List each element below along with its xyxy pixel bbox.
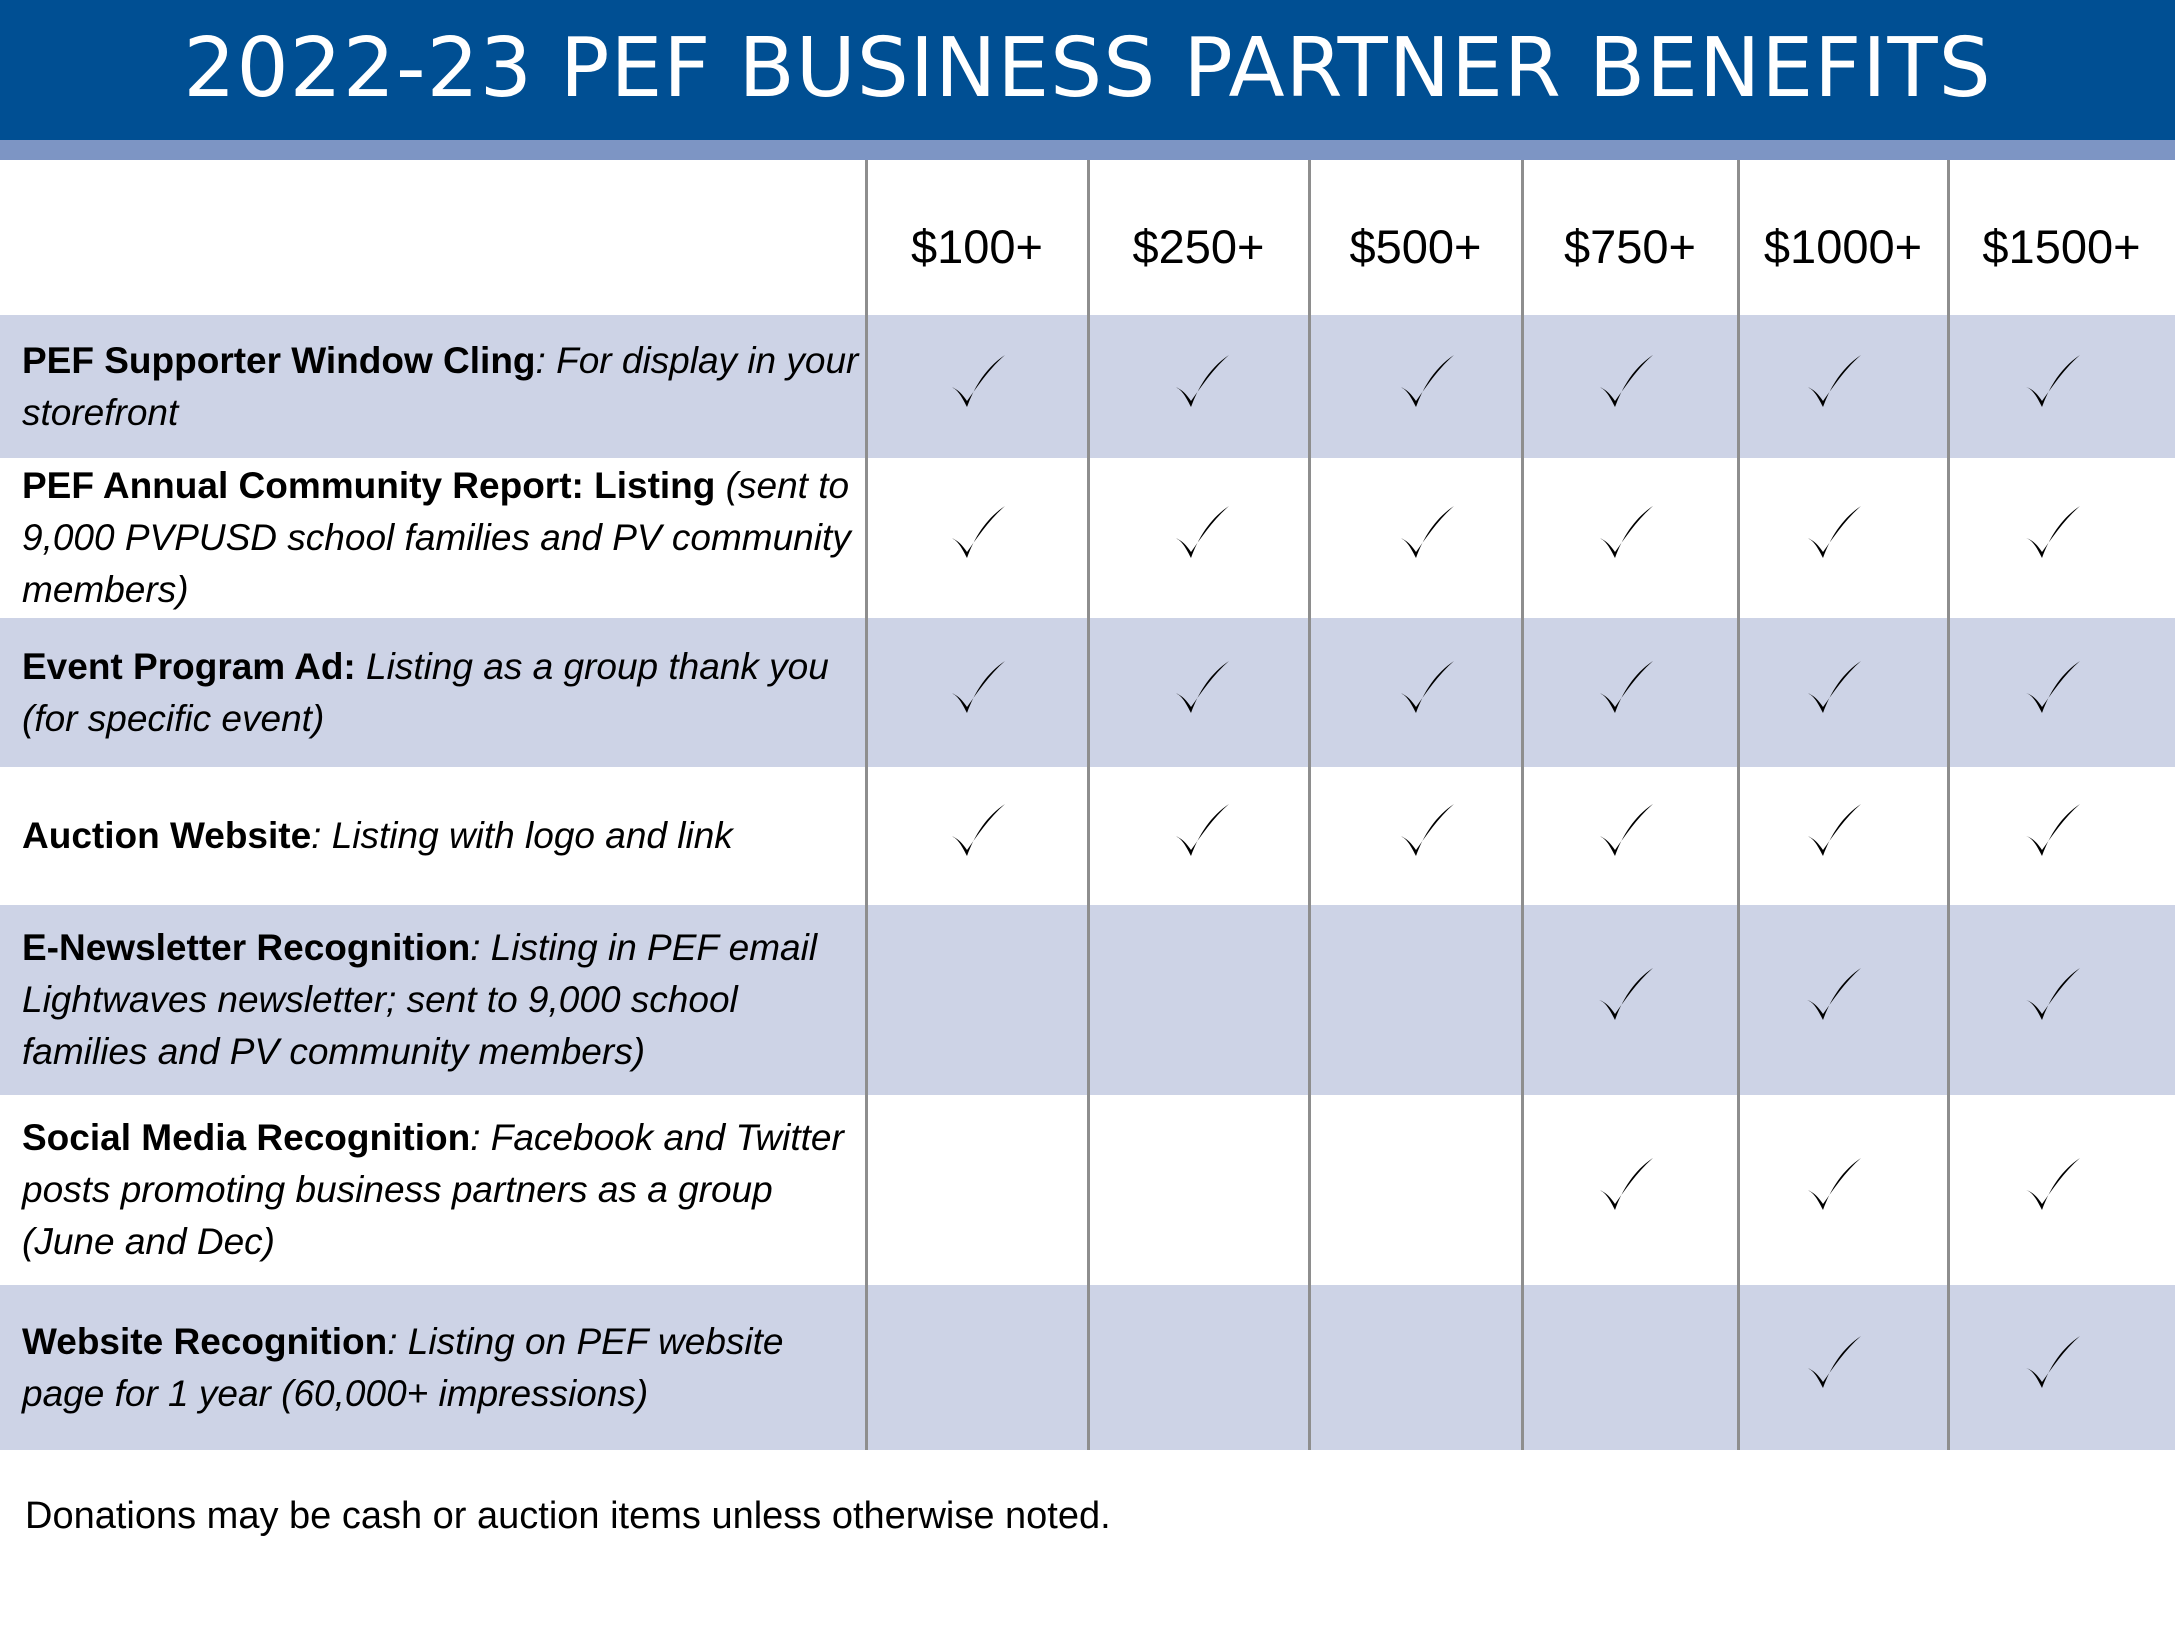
checkmark-icon <box>1394 351 1458 415</box>
tier-header: $750+ <box>1563 220 1696 273</box>
checkmark-icon <box>1394 657 1458 721</box>
page-title: 2022-23 PEF BUSINESS PARTNER BENEFITS <box>183 20 1992 116</box>
column-divider <box>1521 160 1524 1450</box>
benefit-name: Website Recognition <box>22 1320 388 1362</box>
benefit-name: E-Newsletter Recognition <box>22 927 471 968</box>
benefit-label: Event Program Ad: Listing as a group tha… <box>22 618 862 767</box>
column-divider <box>1737 160 1740 1450</box>
tier-header: $100+ <box>910 220 1043 273</box>
checkmark-icon <box>1593 964 1657 1028</box>
checkmark-icon <box>1593 800 1657 864</box>
checkmark-icon <box>945 351 1009 415</box>
benefit-description: (sent to 9,000 PVPUSD school families an… <box>22 465 851 610</box>
checkmark-icon <box>2020 1154 2084 1218</box>
checkmark-icon <box>1593 351 1657 415</box>
benefit-label: PEF Supporter Window Cling: For display … <box>22 315 862 458</box>
column-divider <box>1087 160 1090 1450</box>
benefit-name: Social Media Recognition <box>22 1117 471 1158</box>
benefit-label: PEF Annual Community Report: Listing (se… <box>22 458 862 618</box>
benefit-name: PEF Annual Community Report: Listing <box>22 465 716 506</box>
benefit-description: : Listing with logo and link <box>311 815 733 856</box>
benefit-name: PEF Supporter Window Cling <box>22 339 536 381</box>
tier-header: $1500+ <box>1982 220 2141 273</box>
checkmark-icon <box>1801 800 1865 864</box>
benefits-table: $100+ $250+ $500+ $750+ $1000+ $1500+ PEF Supp… <box>0 160 2175 1450</box>
benefit-description: : Listing on PEF website page for 1 year… <box>22 1320 784 1414</box>
checkmark-icon <box>945 657 1009 721</box>
benefit-description: : Facebook and Twitter posts promoting b… <box>22 1117 844 1262</box>
benefit-description: : For display in your storefront <box>22 339 859 433</box>
checkmark-icon <box>1801 657 1865 721</box>
benefit-label: Website Recognition: Listing on PEF webs… <box>22 1285 862 1450</box>
checkmark-icon <box>945 800 1009 864</box>
column-divider <box>1308 160 1311 1450</box>
checkmark-icon <box>1593 657 1657 721</box>
tier-header: $1000+ <box>1763 220 1923 273</box>
column-divider <box>1947 160 1950 1450</box>
checkmark-icon <box>945 502 1009 566</box>
tier-header: $250+ <box>1132 220 1265 273</box>
checkmark-icon <box>1169 800 1233 864</box>
title-bar: 2022-23 PEF BUSINESS PARTNER BENEFITS <box>0 0 2175 140</box>
tier-header: $500+ <box>1349 220 1482 273</box>
checkmark-icon <box>1801 1332 1865 1396</box>
checkmark-icon <box>1394 800 1458 864</box>
checkmark-icon <box>2020 657 2084 721</box>
checkmark-icon <box>2020 351 2084 415</box>
checkmark-icon <box>1394 502 1458 566</box>
checkmark-icon <box>1801 964 1865 1028</box>
checkmark-icon <box>2020 800 2084 864</box>
benefit-name: Event Program Ad: <box>22 645 356 687</box>
checkmark-icon <box>1593 1154 1657 1218</box>
footnote: Donations may be cash or auction items u… <box>25 1495 1111 1537</box>
benefit-description: Listing as a group thank you (for specif… <box>22 645 829 739</box>
benefit-label: Social Media Recognition: Facebook and T… <box>22 1095 862 1285</box>
checkmark-icon <box>2020 502 2084 566</box>
checkmark-icon <box>2020 964 2084 1028</box>
benefit-label: E-Newsletter Recognition: Listing in PEF… <box>22 905 862 1095</box>
benefit-name: Auction Website <box>22 815 312 856</box>
checkmark-icon <box>2020 1332 2084 1396</box>
column-divider <box>865 160 868 1450</box>
benefit-label: Auction Website: Listing with logo and l… <box>22 767 862 905</box>
checkmark-icon <box>1801 351 1865 415</box>
checkmark-icon <box>1593 502 1657 566</box>
benefit-description: : Listing in PEF email Lightwaves newsle… <box>22 927 818 1072</box>
checkmark-icon <box>1801 1154 1865 1218</box>
title-stripe <box>0 140 2175 160</box>
checkmark-icon <box>1169 351 1233 415</box>
checkmark-icon <box>1801 502 1865 566</box>
checkmark-icon <box>1169 502 1233 566</box>
checkmark-icon <box>1169 657 1233 721</box>
